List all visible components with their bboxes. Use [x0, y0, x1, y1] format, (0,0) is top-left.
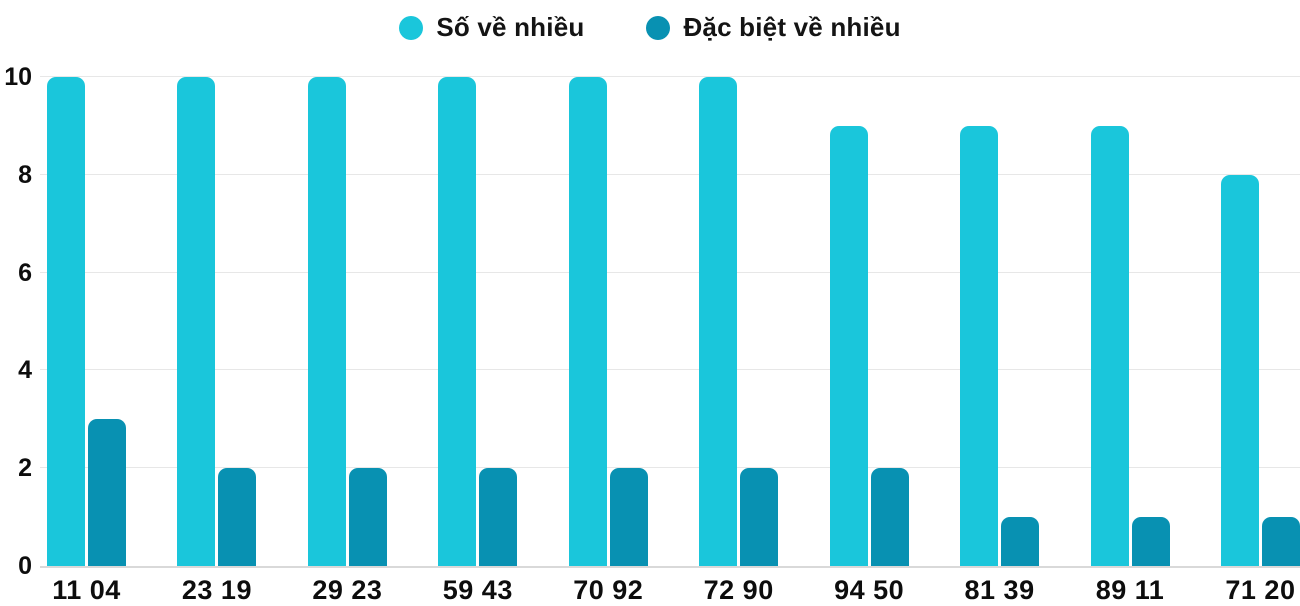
legend-label: Số về nhiều	[436, 12, 585, 42]
bar-so-ve-nhieu	[47, 77, 85, 566]
x-axis-category-label: 81 39	[964, 575, 1035, 605]
bar-so-ve-nhieu	[307, 77, 346, 566]
y-tick-label: 0	[18, 552, 32, 580]
legend-dot-icon	[399, 15, 424, 40]
x-axis-category-label: 89 11	[1095, 575, 1165, 605]
bar-dac-biet-ve-nhieu	[740, 468, 779, 566]
bar-so-ve-nhieu	[1090, 125, 1129, 566]
chart-legend: Số về nhiều Đặc biệt về nhiều	[0, 12, 1300, 43]
y-tick-label: 2	[18, 454, 32, 483]
bar-group: 11 04	[47, 77, 126, 605]
bar-dac-biet-ve-nhieu	[218, 468, 257, 566]
gridline	[40, 271, 1300, 273]
bar-dac-biet-ve-nhieu	[1001, 517, 1040, 566]
plot-area: 11 04 23 19 29 23 59 43 70 92 72 90 94 50 81 39…	[40, 76, 1300, 605]
gridline	[40, 173, 1300, 175]
y-tick-label: 10	[4, 63, 32, 91]
bar-group: 81 39	[960, 125, 1040, 605]
bar-so-ve-nhieu	[1220, 174, 1259, 566]
bar-group: 72 90	[699, 77, 779, 605]
bar-dac-biet-ve-nhieu	[479, 468, 518, 566]
bar-group: 23 19	[177, 77, 257, 605]
bar-group: 89 11	[1090, 125, 1170, 605]
y-tick-label: 8	[18, 160, 32, 189]
x-axis-category-label: 70 92	[573, 575, 644, 605]
bar-so-ve-nhieu	[568, 77, 607, 566]
x-axis-category-label: 23 19	[181, 575, 252, 605]
gridline	[40, 467, 1300, 469]
gridline	[40, 369, 1300, 371]
bar-dac-biet-ve-nhieu	[88, 419, 126, 566]
x-axis-category-label: 72 90	[703, 575, 774, 605]
bar-dac-biet-ve-nhieu	[1131, 517, 1170, 566]
legend-item[interactable]: Số về nhiều	[399, 12, 584, 43]
bar-so-ve-nhieu	[699, 77, 738, 566]
bar-so-ve-nhieu	[177, 77, 216, 566]
bar-so-ve-nhieu	[829, 125, 868, 566]
bar-group: 29 23	[307, 77, 387, 605]
bar-dac-biet-ve-nhieu	[348, 468, 387, 566]
bar-dac-biet-ve-nhieu	[1261, 517, 1300, 566]
gridline	[40, 76, 1300, 77]
x-axis-category-label: 59 43	[442, 575, 513, 605]
bar-group: 70 92	[568, 77, 648, 605]
y-tick-label: 6	[18, 258, 32, 287]
bar-dac-biet-ve-nhieu	[870, 468, 909, 566]
x-axis-category-label: 29 23	[312, 575, 383, 605]
x-axis-category-label: 71 20	[1225, 575, 1296, 605]
x-axis-category-label: 94 50	[834, 575, 905, 605]
bar-so-ve-nhieu	[960, 125, 999, 566]
y-axis: 0 2 4 6 8 10	[0, 64, 34, 579]
bar-dac-biet-ve-nhieu	[609, 468, 648, 566]
legend-item[interactable]: Đặc biệt về nhiều	[646, 12, 900, 43]
bar-so-ve-nhieu	[438, 77, 477, 566]
bar-series-container: 11 04 23 19 29 23 59 43 70 92 72 90 94 50 81 39…	[47, 77, 1300, 605]
bar-group: 71 20	[1220, 174, 1300, 605]
legend-dot-icon	[646, 15, 671, 40]
bar-group: 59 43	[438, 77, 518, 605]
legend-label: Đặc biệt về nhiều	[683, 12, 901, 42]
bar-group: 94 50	[829, 125, 909, 605]
y-tick-label: 4	[18, 356, 32, 385]
x-axis-category-label: 11 04	[52, 575, 121, 605]
